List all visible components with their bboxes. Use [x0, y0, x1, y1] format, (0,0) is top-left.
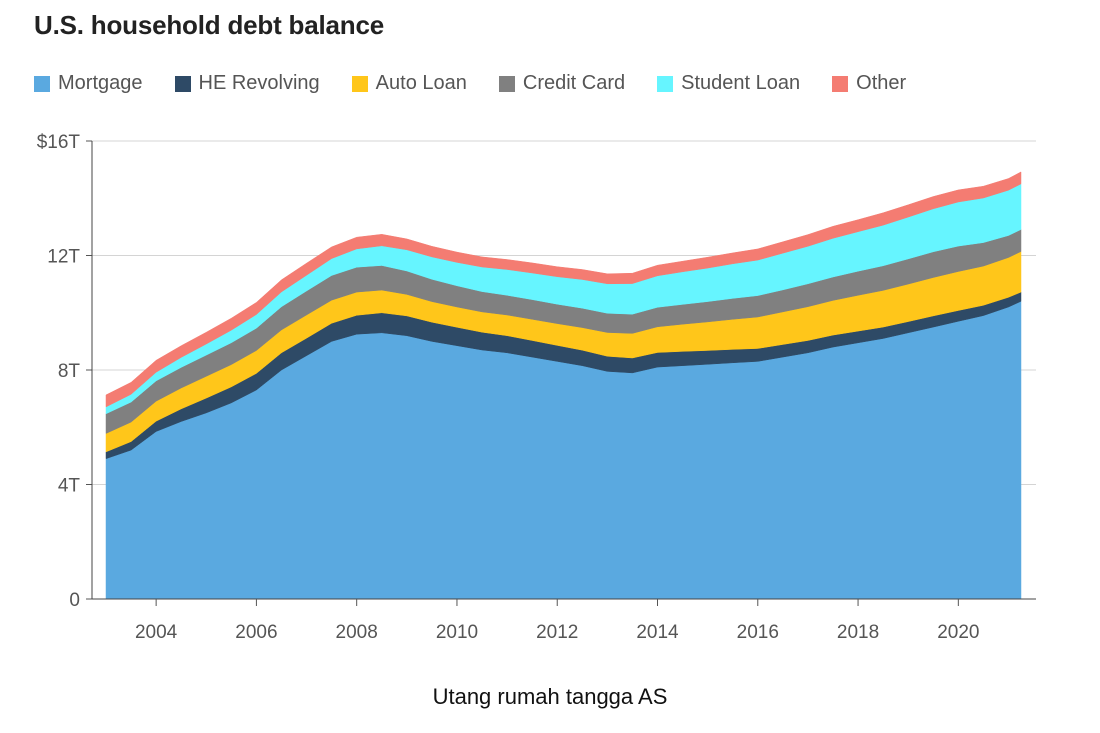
caption: Utang rumah tangga AS — [432, 684, 668, 709]
y-tick-label: 4T — [58, 476, 81, 497]
legend-item-other: Other — [832, 72, 906, 95]
x-tick-label: 2004 — [135, 622, 178, 643]
x-tick-label: 2018 — [837, 622, 879, 643]
y-tick-label: 0 — [69, 590, 80, 611]
legend-label: Mortgage — [58, 72, 143, 94]
legend-swatch — [174, 75, 191, 92]
legend-item-credit-card: Credit Card — [498, 72, 626, 95]
x-tick-label: 2020 — [937, 622, 979, 643]
legend-item-auto-loan: Auto Loan — [351, 72, 467, 95]
legend: Mortgage HE Revolving Auto Loan Credit Card… — [34, 72, 938, 95]
legend-label: Credit Card — [522, 72, 626, 94]
legend-swatch — [498, 75, 515, 92]
legend-label: Other — [856, 72, 907, 94]
y-tick-label: 12T — [47, 247, 80, 268]
legend-item-he-revolving: HE Revolving — [174, 72, 320, 95]
legend-swatch — [657, 75, 674, 92]
x-tick-label: 2008 — [336, 622, 378, 643]
legend-swatch — [832, 75, 849, 92]
x-tick-label: 2010 — [436, 622, 478, 643]
series-other-area — [105, 171, 1022, 408]
x-tick-label: 2014 — [636, 622, 679, 643]
y-tick-label: 8T — [58, 361, 81, 382]
legend-item-student-loan: Student Loan — [657, 72, 800, 95]
chart-area: 0 4T 8T 12T $16T 2004 2006 2008 2010 2012 2014 2016… — [37, 132, 1036, 643]
legend-swatch — [34, 75, 50, 92]
legend-label: HE Revolving — [198, 72, 320, 94]
x-tick-label: 2012 — [536, 622, 578, 643]
legend-label: Student Loan — [681, 72, 801, 94]
legend-item-mortgage: Mortgage — [34, 72, 143, 95]
legend-label: Auto Loan — [375, 72, 467, 94]
y-tick-label: $16T — [37, 132, 81, 153]
legend-swatch — [351, 75, 368, 92]
chart-title: U.S. household debt balance — [34, 10, 384, 40]
x-tick-label: 2006 — [235, 622, 277, 643]
x-tick-label: 2016 — [737, 622, 779, 643]
